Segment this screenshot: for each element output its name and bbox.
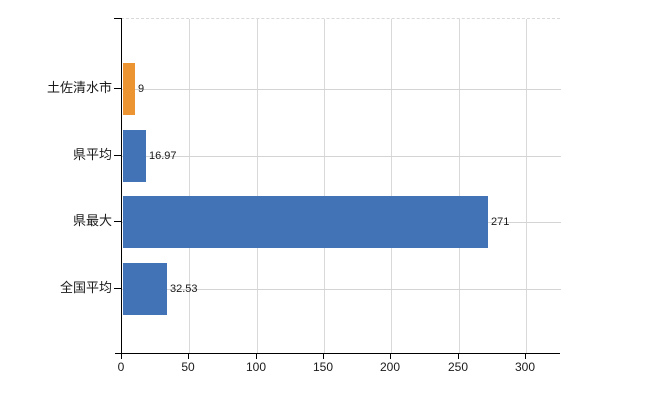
bar (123, 263, 167, 315)
bar-value-label: 9 (138, 83, 145, 95)
category-label: 土佐清水市 (46, 80, 112, 95)
x-axis-tick-label: 300 (514, 360, 536, 374)
x-axis-tick-label: 150 (312, 360, 334, 374)
bar (123, 63, 135, 115)
bar (123, 130, 146, 182)
vertical-gridline (526, 19, 527, 354)
x-axis-tick (525, 354, 526, 359)
category-tick (114, 88, 121, 89)
bar-value-label: 271 (491, 216, 510, 228)
x-axis-tick (188, 354, 189, 359)
x-axis-tick (390, 354, 391, 359)
vertical-gridline (257, 19, 258, 354)
bar-value-label: 16.97 (149, 150, 177, 162)
vertical-gridline (459, 19, 460, 354)
x-axis-tick-label: 200 (379, 360, 401, 374)
x-axis-tick-label: 50 (181, 360, 195, 374)
vertical-gridline (391, 19, 392, 354)
category-tick (114, 288, 121, 289)
x-axis-tick-label: 0 (117, 360, 125, 374)
y-axis-top-cap (114, 18, 122, 19)
plot-area: 9 16.97 271 32.53 (121, 18, 561, 354)
category-tick (114, 221, 121, 222)
category-tick (114, 155, 121, 156)
bar-value-label: 32.53 (170, 283, 198, 295)
x-axis-tick (121, 354, 122, 359)
vertical-gridline (189, 19, 190, 354)
category-label: 県平均 (72, 147, 112, 162)
category-label: 県最大 (72, 213, 112, 228)
x-axis-line (115, 353, 560, 354)
x-axis-tick (323, 354, 324, 359)
category-gridline (122, 289, 561, 290)
category-gridline (122, 156, 561, 157)
x-axis-tick (256, 354, 257, 359)
category-label: 全国平均 (59, 280, 112, 295)
x-axis-tick-label: 100 (245, 360, 267, 374)
x-axis-tick-label: 250 (447, 360, 469, 374)
bar (123, 196, 488, 248)
category-gridline (122, 89, 561, 90)
x-axis-tick (458, 354, 459, 359)
vertical-gridline (324, 19, 325, 354)
